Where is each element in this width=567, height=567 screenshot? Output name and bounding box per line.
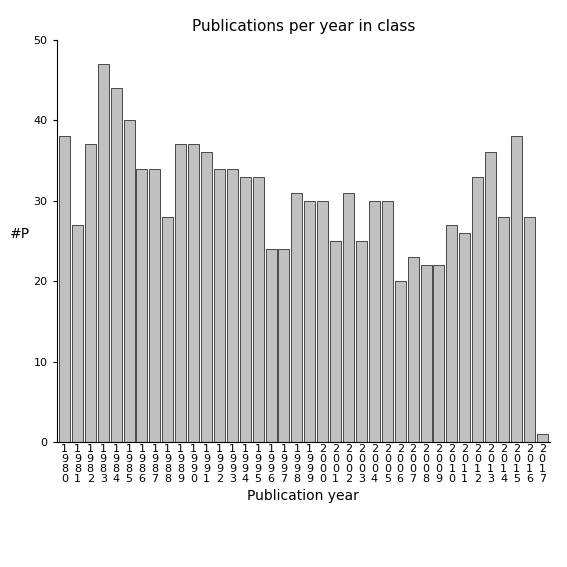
Bar [511,136,522,442]
Bar [433,265,445,442]
Bar [72,225,83,442]
Bar [291,193,302,442]
Bar [369,201,380,442]
Bar [421,265,431,442]
Bar [162,217,174,442]
Bar [175,145,186,442]
Bar [253,176,264,442]
Bar [227,168,238,442]
Bar [149,168,160,442]
Bar [304,201,315,442]
Bar [459,233,470,442]
Bar [59,136,70,442]
Bar [124,120,134,442]
Bar [343,193,354,442]
Bar [111,88,121,442]
Bar [446,225,458,442]
Bar [498,217,509,442]
Bar [524,217,535,442]
Bar [356,241,367,442]
Bar [98,64,109,442]
Title: Publications per year in class: Publications per year in class [192,19,415,35]
Y-axis label: #P: #P [10,227,29,241]
Bar [240,176,251,442]
Bar [278,249,290,442]
Bar [382,201,393,442]
X-axis label: Publication year: Publication year [247,489,359,503]
Bar [537,434,548,442]
Bar [214,168,225,442]
Bar [395,281,405,442]
Bar [188,145,199,442]
Bar [472,176,483,442]
Bar [317,201,328,442]
Bar [201,153,212,442]
Bar [485,153,496,442]
Bar [137,168,147,442]
Bar [330,241,341,442]
Bar [85,145,96,442]
Bar [265,249,277,442]
Bar [408,257,418,442]
